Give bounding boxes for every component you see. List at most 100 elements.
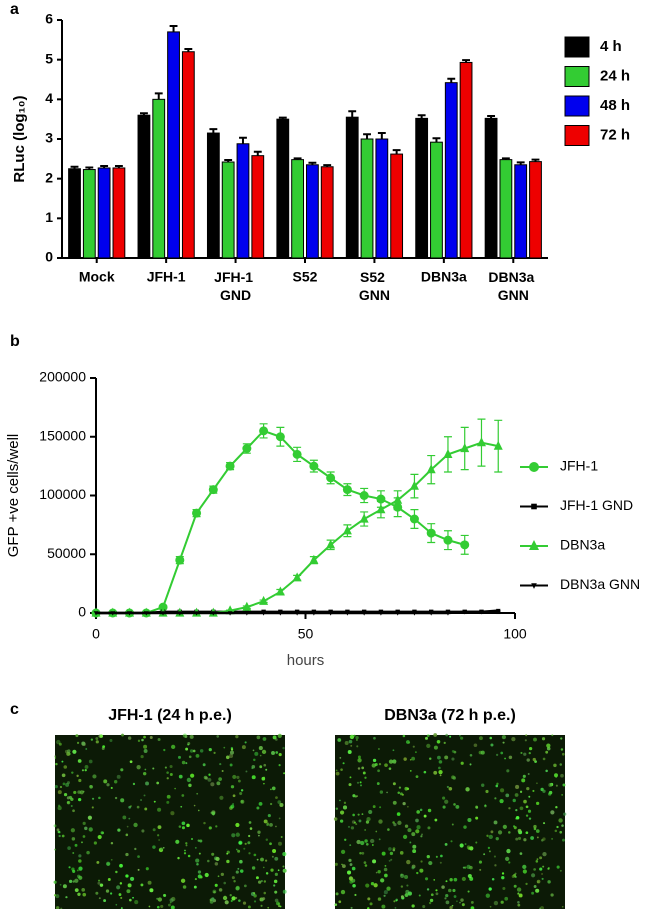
cell [373,736,376,740]
marker [244,611,250,616]
cell [262,737,267,741]
cell [189,749,194,753]
cell [362,771,366,775]
cell [459,901,461,904]
y-tick-label: 4 [45,90,53,106]
cell [355,739,358,741]
legend-swatch [564,36,590,58]
cell [274,898,279,903]
legend-label: JFH-1 GND [560,497,633,513]
cell [353,734,356,737]
cell [429,757,432,760]
cell [377,769,380,773]
cell [259,765,263,769]
cell [182,885,187,889]
cell [230,899,233,902]
cell [126,825,129,828]
cell [88,759,93,764]
cell [63,793,68,797]
image-title: JFH-1 (24 h p.e.) [108,707,232,724]
cell [203,821,206,825]
cell [392,800,397,805]
marker [376,504,386,514]
cell [488,834,493,840]
cell [421,833,424,836]
cell [397,820,402,825]
cell [187,854,191,858]
cell [169,764,173,769]
cell [396,812,401,816]
cell [272,849,277,854]
error-bar [432,137,441,143]
cell [539,867,543,871]
cell [137,868,140,871]
cell [140,799,142,801]
cell [212,889,217,894]
cell [475,805,479,809]
cell [282,865,285,868]
cell [194,846,197,849]
cell [262,866,265,869]
cell [64,749,69,754]
cell [147,880,152,885]
cell [401,793,404,796]
cell [235,735,239,739]
marker [326,473,336,483]
cell [274,872,278,876]
cell [352,884,356,888]
cell [407,891,412,896]
cell [218,888,223,892]
x-tick-label: DBN3a GNN [488,269,538,303]
cell [360,840,365,846]
cell [207,859,210,863]
cell [235,886,240,891]
cell [188,783,192,788]
cell [525,882,528,886]
cell [506,848,511,854]
cell [62,884,67,889]
error-bar [462,59,470,63]
cell [248,834,251,838]
cell [559,763,563,766]
cell [279,905,282,908]
cell [521,778,526,783]
cell [340,849,346,854]
cell [488,887,492,891]
cell [512,798,516,803]
cell [181,826,185,830]
cell [501,875,505,880]
cell [81,769,85,772]
cell [231,896,236,901]
cell [270,788,272,791]
cell [265,838,269,842]
error-bar [392,149,401,155]
cell [70,828,75,833]
cell [166,771,169,774]
cell [115,870,118,874]
bar [112,167,126,259]
cell [559,869,562,872]
y-tick-label: 3 [45,130,53,146]
cell [63,765,68,769]
cell [428,901,432,905]
cell [508,807,511,810]
cell [406,884,409,887]
cell [204,776,209,780]
cell [376,782,380,785]
cell [122,815,127,820]
cell [274,856,279,861]
cell [455,804,460,809]
cell [386,886,391,891]
cell [170,905,175,909]
cell [259,754,262,757]
cell [78,866,83,871]
cell [546,743,551,748]
error-bar [154,92,163,100]
cell [517,903,521,907]
cell [75,734,79,738]
y-tick-label: 6 [45,11,53,27]
cell [126,889,131,894]
cell [157,825,162,830]
cell [433,733,438,737]
cell [444,799,449,804]
